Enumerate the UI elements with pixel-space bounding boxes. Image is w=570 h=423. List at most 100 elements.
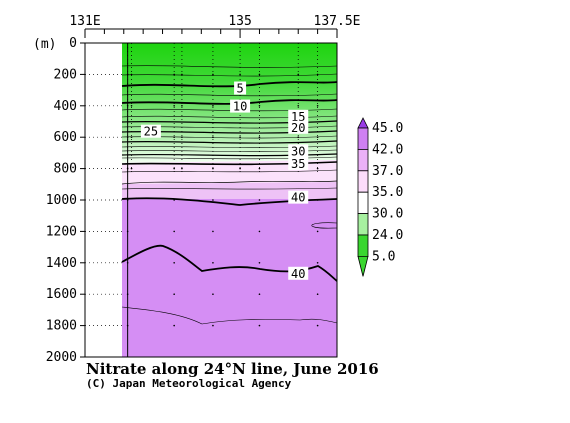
- colorbar-label: 42.0: [372, 142, 403, 157]
- colorbar-segment: [357, 127, 369, 150]
- colorbar-bottom-triangle: [357, 255, 369, 277]
- bottle-dot: [258, 136, 261, 138]
- bottle-dot: [130, 136, 133, 138]
- contour-label-bg: [288, 266, 309, 280]
- bottle-dot: [316, 324, 319, 327]
- bottle-dot: [130, 73, 133, 76]
- colorbar: 45.0 42.0 37.0 35.0 30.0 24.0 5.0: [357, 117, 403, 277]
- bottle-dot: [126, 73, 129, 76]
- bottle-dot: [258, 199, 261, 201]
- bottle-dot: [239, 136, 241, 138]
- colorbar-segment: [357, 191, 369, 214]
- colorbar-segment: [357, 170, 369, 193]
- bottle-dot: [258, 105, 261, 107]
- bottle-dot: [212, 73, 214, 76]
- colorbar-top-triangle: [357, 117, 369, 129]
- contour-label: 40: [291, 191, 305, 205]
- contour-label-bg: [288, 120, 309, 134]
- y-tick-label: 1800: [46, 319, 77, 334]
- colorbar-segment: [357, 213, 369, 236]
- contour-line-5: [121, 81, 338, 88]
- bottle-dot: [316, 136, 319, 138]
- purple-region: [122, 199, 337, 357]
- bottle-dot: [173, 136, 175, 138]
- bottle-dot: [173, 293, 175, 296]
- contour-label: 20: [291, 121, 305, 135]
- bottle-dot: [297, 105, 300, 107]
- bottle-dot: [212, 324, 214, 327]
- y-tick-label: 600: [54, 130, 77, 145]
- y-tick-label: 800: [54, 162, 77, 177]
- contour-label-bg: [288, 156, 309, 170]
- contour-line-10: [121, 99, 338, 105]
- colorbar-segment: [357, 148, 369, 172]
- y-tick-label: 2000: [46, 350, 77, 365]
- y-unit-label: (m): [33, 37, 56, 52]
- bottle-dot: [181, 136, 183, 138]
- y-axis: 0 200 400 600 800 1000 1200 1400 1600 1800 2000: [46, 36, 122, 365]
- credit-text: (C) Japan Meteorological Agency: [86, 377, 292, 390]
- y-tick-label: 0: [69, 36, 77, 51]
- bottle-dot: [212, 262, 214, 264]
- bottle-dot: [126, 167, 129, 170]
- y-tick-label: 1400: [46, 256, 77, 271]
- bottle-dot: [258, 167, 261, 170]
- colorbar-label: 5.0: [372, 249, 395, 264]
- bottle-dot: [212, 136, 214, 138]
- bottle-dot: [126, 262, 129, 264]
- contour-label-bg: [288, 144, 309, 158]
- contour-line-40-lower: [121, 244, 338, 282]
- bottle-dot: [130, 105, 133, 107]
- colorbar-label: 37.0: [372, 164, 403, 179]
- contour-label: 25: [144, 125, 158, 139]
- y-tick-label: 1000: [46, 193, 77, 208]
- bottle-dot: [212, 199, 214, 201]
- contour-label-bg: [230, 99, 251, 113]
- bottle-dot: [173, 199, 175, 201]
- bottle-dot: [212, 293, 214, 296]
- contour-label-bg: [288, 109, 309, 123]
- contour-label-bg: [140, 124, 161, 138]
- bottle-dot: [316, 73, 319, 76]
- bottle-dot: [126, 105, 129, 107]
- contour-line-25: [121, 140, 338, 144]
- bottle-dot: [126, 293, 129, 296]
- bottle-dot: [126, 324, 129, 327]
- contour-label: 40: [291, 267, 305, 281]
- bottle-dot: [316, 293, 319, 296]
- bottle-dot: [316, 167, 319, 170]
- contour-label: 10: [233, 100, 247, 114]
- bottle-dot: [181, 167, 183, 170]
- colorbar-segment: [357, 234, 369, 257]
- bottle-dot: [258, 230, 261, 233]
- bottle-dot: [316, 105, 319, 107]
- bottle-dot: [173, 230, 175, 233]
- y-tick-label: 200: [54, 67, 77, 82]
- bottle-dot: [212, 105, 214, 107]
- y-tick-label: 1600: [46, 287, 77, 302]
- bottle-dot: [316, 230, 319, 233]
- colorbar-label: 35.0: [372, 185, 403, 200]
- bottle-dot: [173, 105, 175, 107]
- bottle-dot: [126, 136, 129, 138]
- x-axis: 131E 135 137.5E: [69, 14, 360, 38]
- bottle-dot: [173, 167, 175, 170]
- x-tick-label: 131E: [69, 14, 100, 29]
- bottle-dot: [258, 293, 261, 296]
- contour-label: 15: [291, 110, 305, 124]
- bottle-dot: [212, 230, 214, 233]
- contour-label: 30: [291, 144, 305, 158]
- bottle-dot: [181, 105, 183, 107]
- bottle-dot: [316, 199, 319, 201]
- contour-label-bg: [288, 190, 309, 204]
- x-tick-label: 135: [228, 14, 251, 29]
- contour-label: 35: [291, 157, 305, 171]
- bottle-dot: [258, 73, 261, 76]
- contour-label: 5: [236, 82, 243, 96]
- y-tick-label: 1200: [46, 224, 77, 239]
- contour-label-bg: [234, 81, 247, 95]
- station-lines: [126, 43, 319, 357]
- bottle-dot: [173, 73, 175, 76]
